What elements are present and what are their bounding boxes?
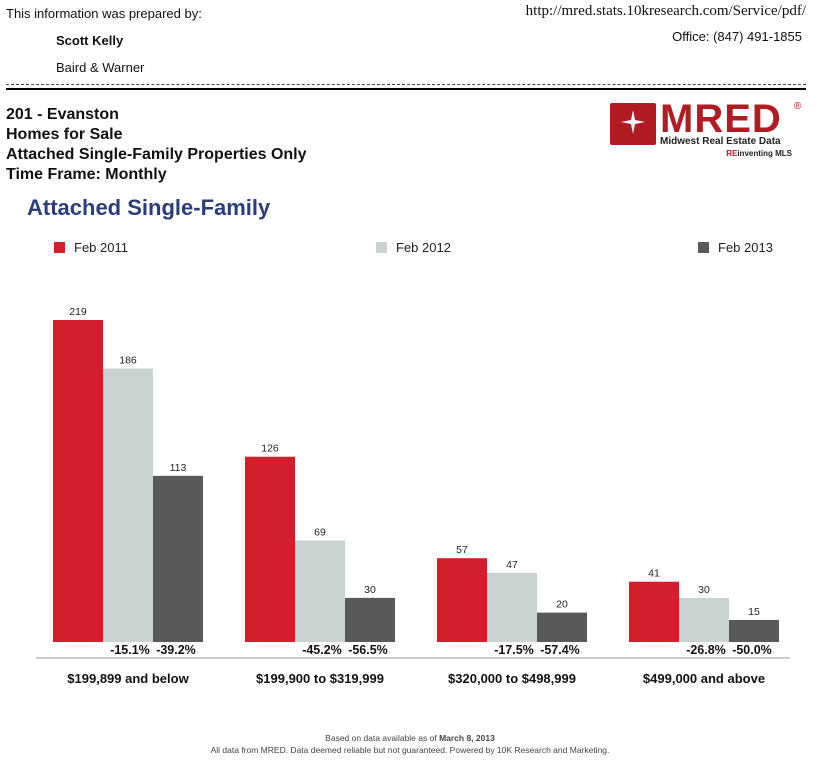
- logo-subtitle: Midwest Real Estate Data: [660, 136, 781, 147]
- category-label-1: $199,899 and below: [67, 671, 189, 686]
- bar-feb-2012-4: [679, 597, 729, 642]
- header-divider: [6, 88, 806, 90]
- legend-feb-2013: Feb 2013: [698, 240, 773, 255]
- legend-swatch-feb-2012: [376, 242, 387, 253]
- logo-tagline-re: RE: [726, 149, 738, 158]
- data-label-feb-2012-3: 47: [506, 559, 518, 571]
- legend-label-feb-2013: Feb 2013: [718, 240, 773, 255]
- bar-feb-2013-1: [153, 475, 203, 642]
- data-label-feb-2013-2: 30: [364, 584, 376, 596]
- bar-feb-2012-2: [295, 540, 345, 642]
- bar-feb-2012-3: [487, 572, 537, 642]
- agent-company: Baird & Warner: [56, 60, 145, 75]
- bar-feb-2011-2: [245, 456, 295, 642]
- data-label-feb-2013-1: 113: [170, 462, 187, 474]
- report-description: 201 - Evanston Homes for Sale Attached S…: [6, 105, 307, 185]
- change-label-feb-2012-4: -26.8%: [686, 643, 726, 657]
- legend-label-feb-2011: Feb 2011: [74, 240, 128, 255]
- mred-logo: MRED ® Midwest Real Estate Data REinvent…: [610, 97, 804, 161]
- change-label-feb-2013-1: -39.2%: [156, 643, 196, 657]
- report-timeframe: Time Frame: Monthly: [6, 166, 167, 183]
- data-label-feb-2012-1: 186: [119, 355, 137, 367]
- bar-feb-2013-3: [537, 612, 587, 642]
- category-label-2: $199,900 to $319,999: [256, 671, 384, 686]
- legend-feb-2012: Feb 2012: [376, 240, 451, 255]
- legend-swatch-feb-2011: [54, 242, 65, 253]
- data-label-feb-2011-3: 57: [456, 544, 468, 556]
- bar-feb-2012-1: [103, 368, 153, 642]
- star-burst-icon: [621, 110, 645, 134]
- legend-label-feb-2012: Feb 2012: [396, 240, 451, 255]
- data-label-feb-2011-1: 219: [69, 306, 87, 318]
- office-phone: Office: (847) 491-1855: [672, 29, 802, 44]
- data-label-feb-2012-4: 30: [698, 584, 710, 596]
- footer-date: March 8, 2013: [439, 733, 495, 743]
- logo-tagline: REinventing MLS: [726, 149, 792, 158]
- source-url[interactable]: http://mred.stats.10kresearch.com/Servic…: [525, 3, 806, 19]
- agent-name: Scott Kelly: [56, 33, 124, 48]
- prepared-by-label: This information was prepared by:: [6, 6, 202, 21]
- data-label-feb-2011-2: 126: [261, 443, 279, 455]
- logo-wordmark: MRED: [660, 97, 782, 141]
- chart-title: Attached Single-Family: [27, 195, 271, 220]
- data-label-feb-2013-4: 15: [748, 606, 760, 618]
- change-label-feb-2012-2: -45.2%: [302, 643, 342, 657]
- bar-chart: 219 186 113 -15.1% -39.2% $199,899 and below 1…: [36, 306, 790, 686]
- change-label-feb-2013-2: -56.5%: [348, 643, 388, 657]
- bar-feb-2011-1: [53, 320, 103, 642]
- legend-swatch-feb-2013: [698, 242, 709, 253]
- category-label-4: $499,000 and above: [643, 671, 765, 686]
- logo-mark: [610, 103, 656, 145]
- report-type: Homes for Sale: [6, 126, 123, 143]
- data-label-feb-2013-3: 20: [556, 599, 568, 611]
- category-label-3: $320,000 to $498,999: [448, 671, 576, 686]
- change-label-feb-2013-3: -57.4%: [540, 643, 580, 657]
- change-label-feb-2012-3: -17.5%: [494, 643, 534, 657]
- logo-registered-mark: ®: [794, 101, 802, 112]
- bar-feb-2013-2: [345, 597, 395, 642]
- bar-feb-2011-4: [629, 581, 679, 642]
- header-divider-dashed: [6, 84, 806, 85]
- footer-disclaimer: All data from MRED. Data deemed reliable…: [210, 745, 610, 755]
- change-label-feb-2013-4: -50.0%: [732, 643, 772, 657]
- bar-feb-2011-3: [437, 558, 487, 642]
- footer-data-date: Based on data available as of March 8, 2…: [0, 733, 820, 743]
- report-property-type: Attached Single-Family Properties Only: [6, 146, 307, 163]
- data-label-feb-2012-2: 69: [314, 527, 326, 539]
- bar-feb-2013-4: [729, 619, 779, 642]
- report-area: 201 - Evanston: [6, 106, 119, 123]
- footer-prefix: Based on data available as of: [325, 733, 440, 743]
- data-label-feb-2011-4: 41: [648, 568, 660, 580]
- change-label-feb-2012-1: -15.1%: [110, 643, 150, 657]
- legend-feb-2011: Feb 2011: [54, 240, 128, 255]
- logo-tagline-rest: inventing MLS: [737, 149, 792, 158]
